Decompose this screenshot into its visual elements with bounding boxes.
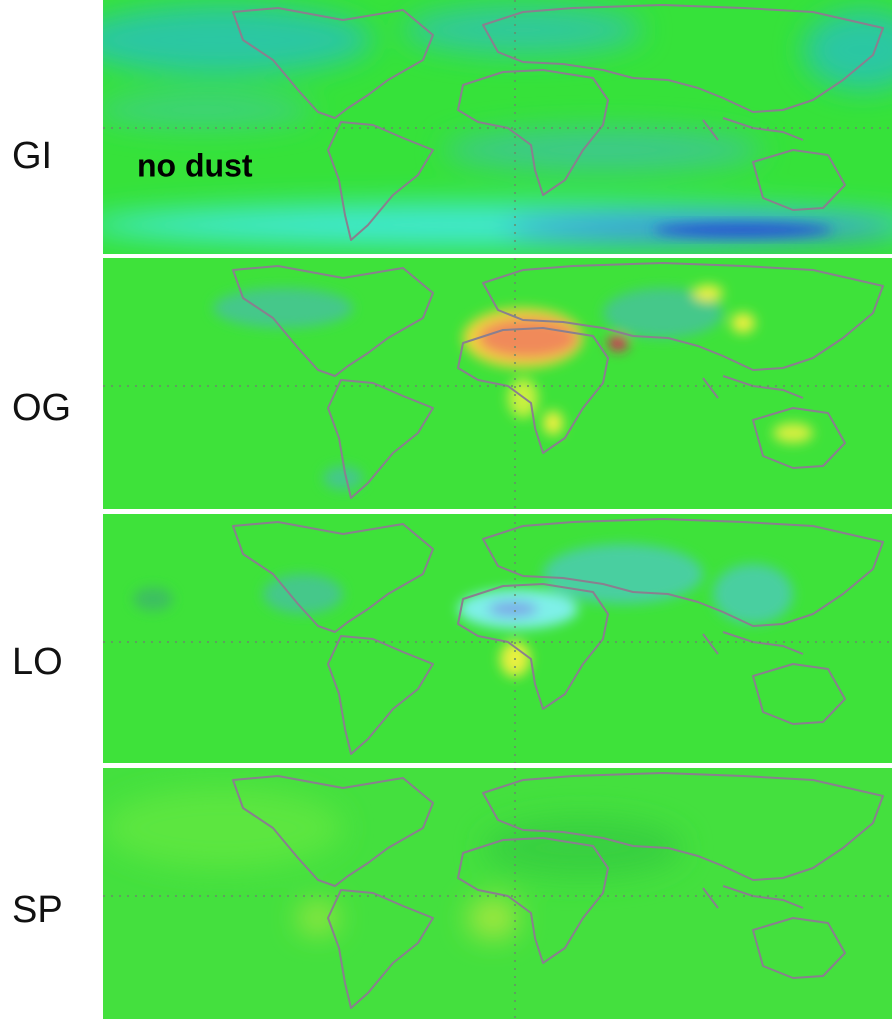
panel-label: SP [12,889,63,931]
panel-label: OG [12,387,71,429]
map-panel [73,0,892,254]
panel-label: LO [12,641,63,683]
figure: GI no dust OG LO SP [0,0,892,1019]
map-panel [103,514,892,768]
map [103,768,892,1019]
page: GI no dust OG LO SP (() => { const data … [0,0,892,1019]
map [103,258,892,512]
map [73,0,892,254]
map-panel [103,768,892,1019]
separator [103,763,892,768]
separator [103,254,892,258]
border [100,0,103,1019]
panel-label: GI [12,135,52,177]
map-panel [103,258,892,512]
separator [103,509,892,514]
annotation: no dust [137,147,253,183]
map [103,514,892,768]
